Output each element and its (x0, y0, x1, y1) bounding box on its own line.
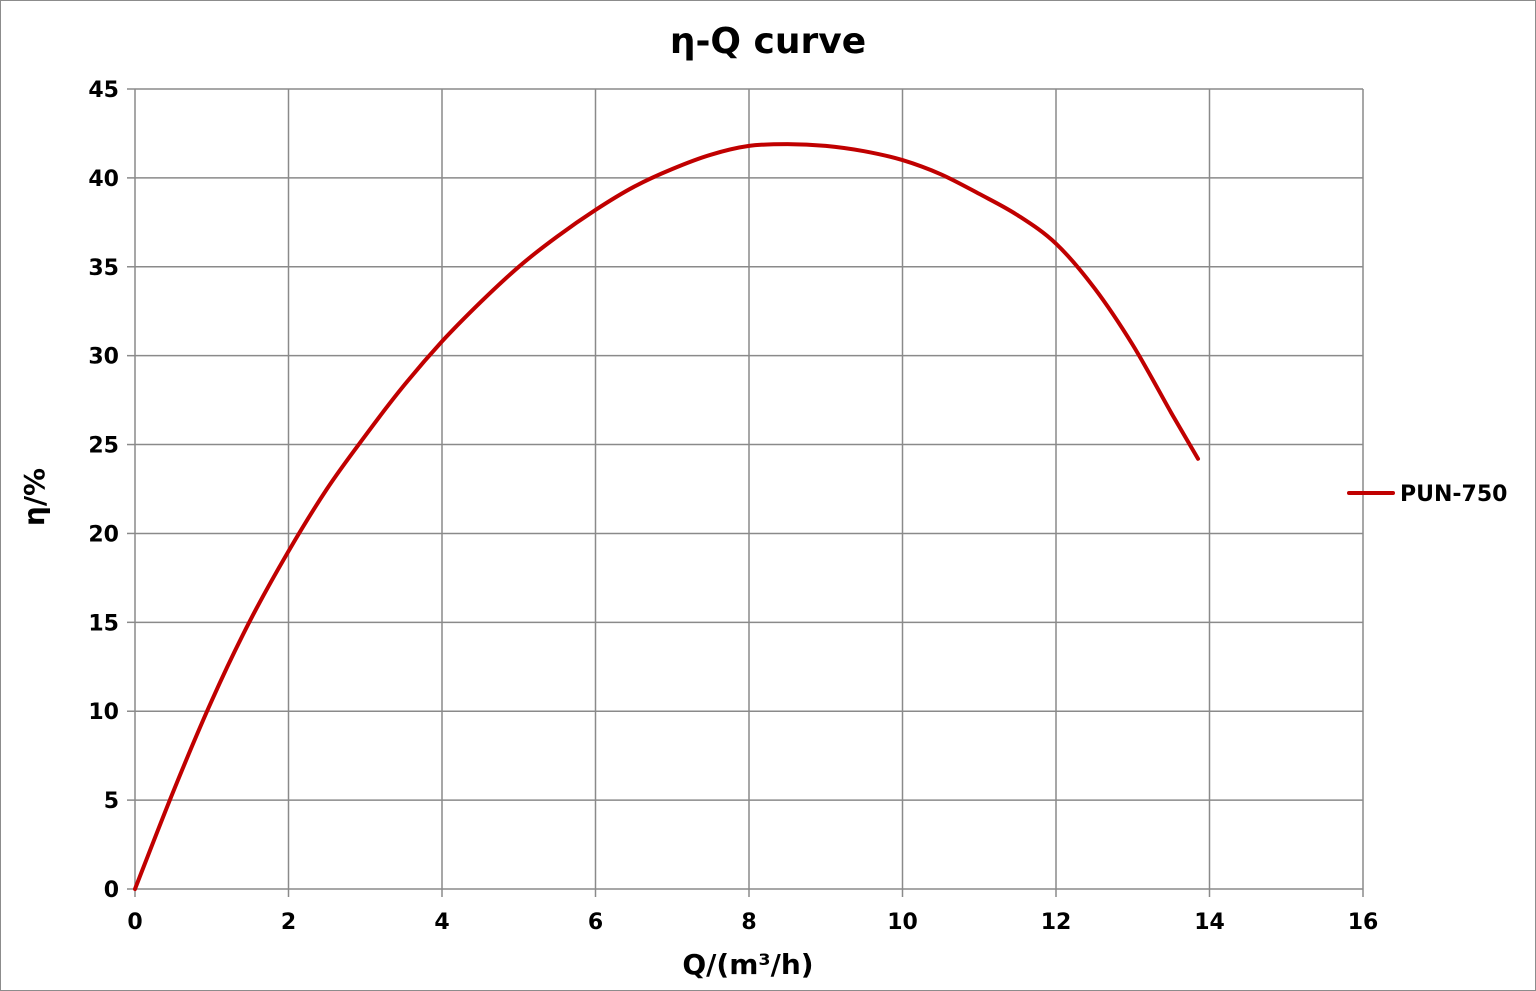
legend-label: PUN-750 (1400, 482, 1507, 507)
y-axis-label: η/% (18, 468, 51, 526)
chart-title: η-Q curve (670, 21, 866, 62)
y-tick-label: 25 (88, 434, 119, 459)
y-tick-label: 5 (104, 789, 119, 814)
y-tick-label: 35 (88, 256, 119, 281)
grid (135, 88, 1364, 889)
x-tick-label: 0 (127, 910, 142, 935)
y-tick-label: 20 (88, 522, 119, 547)
y-tick-label: 40 (88, 167, 119, 192)
x-tick-label: 4 (434, 910, 449, 935)
series-line-pun-750 (133, 142, 1200, 891)
x-axis-label: Q/(m³/h) (682, 948, 813, 981)
y-tick-label: 0 (104, 878, 119, 903)
y-tick-label: 30 (88, 345, 119, 370)
x-tick-label: 8 (741, 910, 756, 935)
x-tick-label: 16 (1348, 910, 1379, 935)
y-tick-label: 10 (88, 700, 119, 725)
x-tick-label: 12 (1041, 910, 1072, 935)
axes (127, 88, 1364, 897)
y-tick-label: 15 (88, 611, 119, 636)
y-tick-label: 45 (88, 78, 119, 103)
x-tick-label: 10 (887, 910, 918, 935)
x-tick-label: 14 (1194, 910, 1225, 935)
tick-labels: 0 2 4 6 8 10 12 14 16 0 5 10 15 20 25 30 35 40 45 (88, 78, 1378, 935)
series-layer (133, 142, 1200, 891)
x-tick-label: 2 (281, 910, 296, 935)
x-tick-label: 6 (588, 910, 603, 935)
legend: PUN-750 (1347, 482, 1507, 507)
